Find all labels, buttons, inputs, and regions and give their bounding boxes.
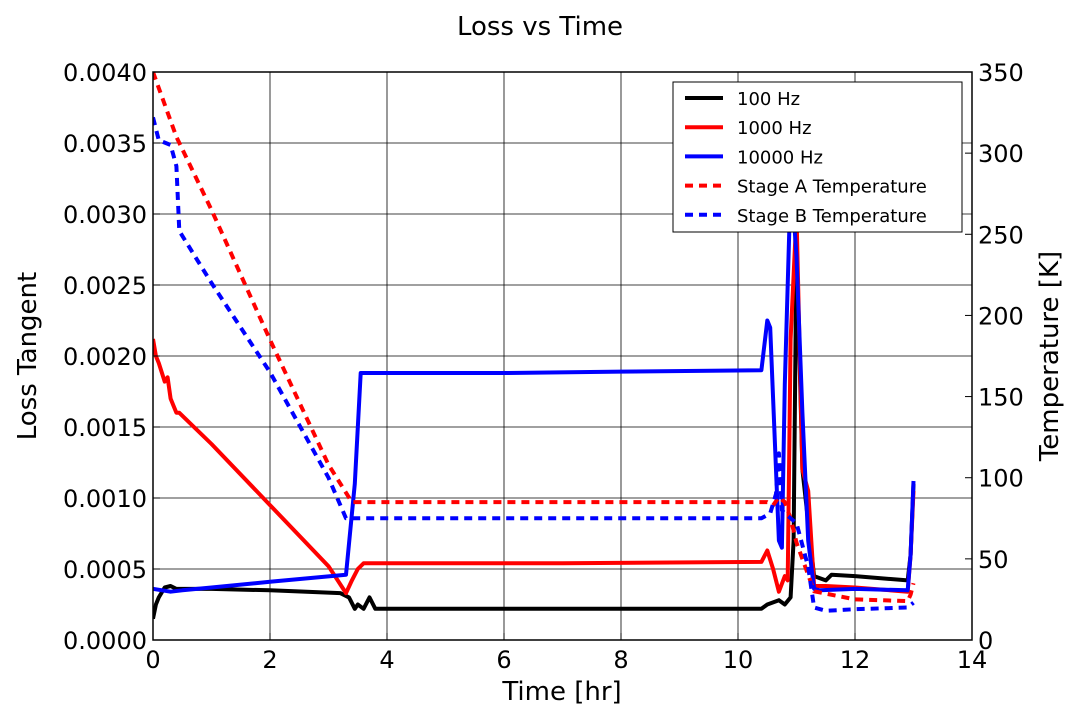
x-tick-label: 2 (262, 646, 277, 674)
y-axis-right: 0 50 100 150 200 250 300 350 (965, 59, 1024, 655)
y-tick-label: 0.0030 (63, 201, 147, 229)
y2-tick-label: 50 (978, 546, 1009, 574)
legend-label-1000-hz: 1000 Hz (737, 118, 812, 139)
y-tick-label: 0.0005 (63, 556, 147, 584)
y2-tick-label: 200 (978, 302, 1024, 330)
x-tick-label: 14 (957, 646, 988, 674)
y2-tick-label: 300 (978, 140, 1024, 168)
series-line-1000-hz (153, 212, 916, 596)
y-axis-label: Loss Tangent (13, 272, 43, 440)
y-tick-label: 0.0035 (63, 130, 147, 158)
y2-tick-label: 350 (978, 59, 1024, 87)
legend-label-stage-a-temperature: Stage A Temperature (737, 177, 927, 198)
series-line-10000-hz (153, 183, 916, 594)
x-axis-label: Time [hr] (501, 677, 621, 707)
legend-label-100-hz: 100 Hz (737, 89, 800, 110)
chart-title: Loss vs Time (457, 12, 623, 42)
legend: 100 Hz 1000 Hz 10000 Hz Stage A Temperature… (672, 81, 963, 233)
y-tick-label: 0.0020 (63, 343, 147, 371)
y-tick-label: 0.0000 (63, 627, 147, 655)
legend-label-stage-b-temperature: Stage B Temperature (737, 206, 927, 227)
y2-tick-label: 250 (978, 221, 1024, 249)
y-tick-label: 0.0040 (63, 59, 147, 87)
x-tick-label: 4 (379, 646, 394, 674)
series-layer (153, 72, 916, 620)
y2-tick-label: 150 (978, 384, 1024, 412)
y2-tick-label: 0 (978, 627, 993, 655)
y-tick-label: 0.0025 (63, 272, 147, 300)
y2-tick-label: 100 (978, 465, 1024, 493)
legend-label-10000-hz: 10000 Hz (737, 147, 823, 168)
x-tick-label: 12 (840, 646, 871, 674)
x-axis: 0 2 4 6 8 10 12 14 (145, 633, 987, 674)
x-tick-label: 8 (613, 646, 628, 674)
series-line-stage-a-temperature (153, 72, 916, 604)
y-axis-left: 0.0000 0.0005 0.0010 0.0015 0.0020 0.0025 0.00… (63, 59, 160, 655)
y-tick-label: 0.0015 (63, 414, 147, 442)
x-tick-label: 6 (496, 646, 511, 674)
y2-axis-label: Temperature [K] (1035, 251, 1065, 462)
x-tick-label: 0 (145, 646, 160, 674)
y-tick-label: 0.0010 (63, 485, 147, 513)
series-line-stage-b-temperature (153, 116, 915, 613)
x-tick-label: 10 (723, 646, 754, 674)
